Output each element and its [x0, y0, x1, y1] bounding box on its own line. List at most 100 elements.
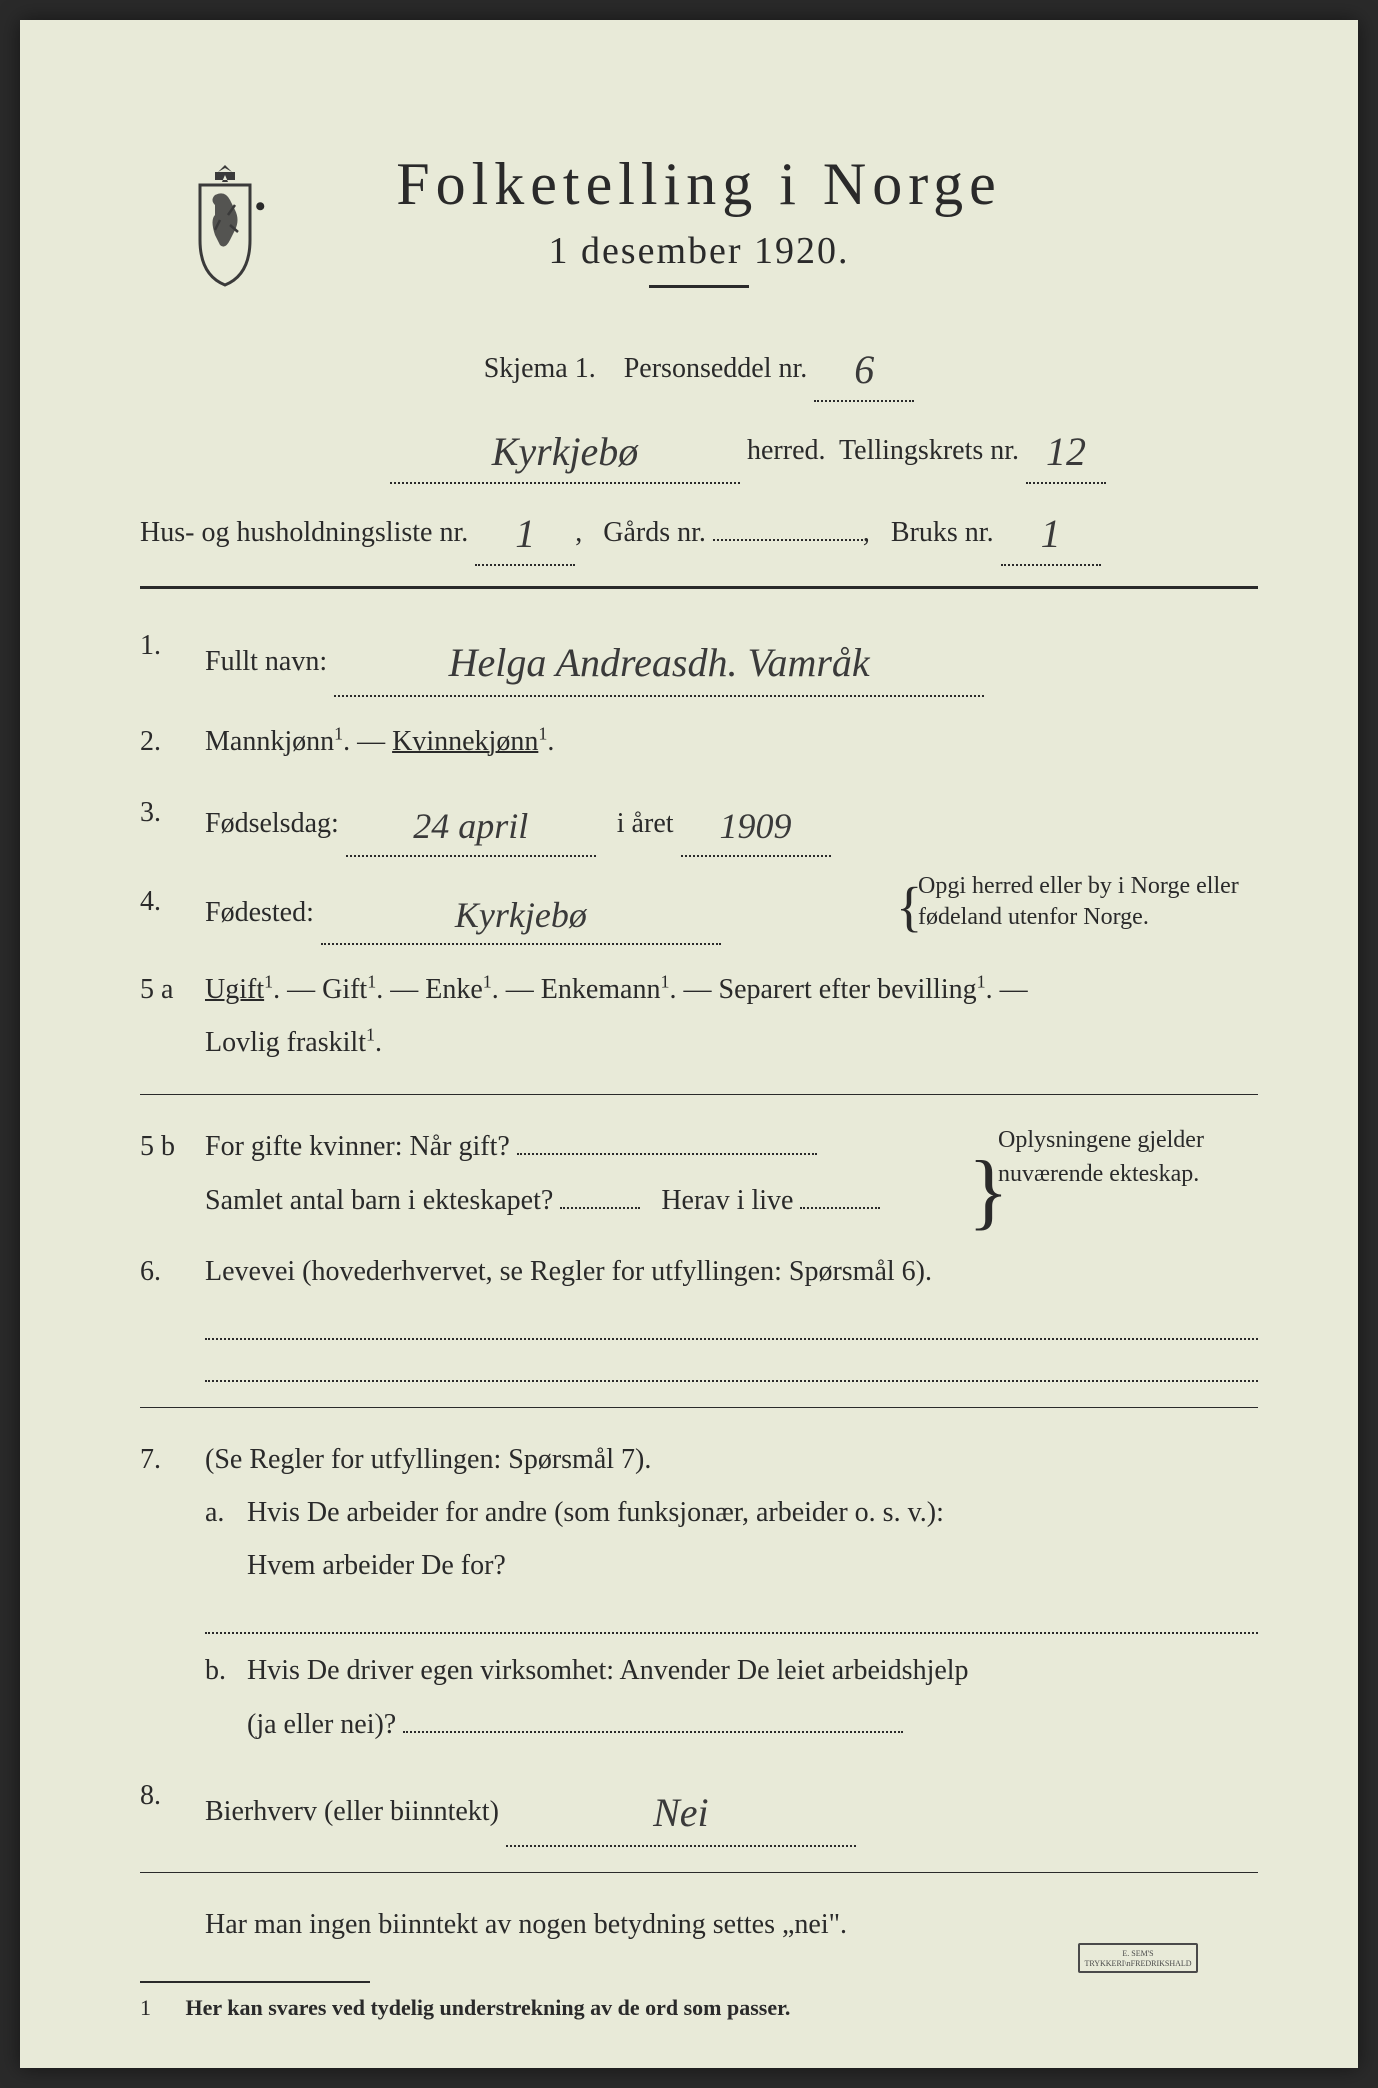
brace-icon-2: }: [968, 1132, 1009, 1251]
footnote-text: Her kan svares ved tydelig understreknin…: [186, 1995, 791, 2020]
form-subtitle: 1 desember 1920.: [140, 229, 1258, 273]
q7b-label2: (ja eller nei)?: [247, 1709, 396, 1740]
q5a-fraskilt: Lovlig fraskilt: [205, 1027, 366, 1058]
hus-nr-field: 1: [475, 492, 575, 566]
divider-top: [140, 586, 1258, 589]
divider-5a: [140, 1094, 1258, 1095]
biinntekt-note-text: Har man ingen biinntekt av nogen betydni…: [205, 1898, 847, 1951]
q3-label: Fødselsdag:: [205, 808, 339, 839]
q5a-row: 5 a Ugift1. — Gift1. — Enke1. — Enkemann…: [140, 963, 1258, 1069]
meta-hus-line: Hus- og husholdningsliste nr. 1, Gårds n…: [140, 492, 1258, 566]
title-underline: [649, 285, 749, 288]
gards-label: Gårds nr.: [603, 517, 706, 548]
q7b-field: [403, 1731, 903, 1733]
form-title: Folketelling i Norge: [140, 150, 1258, 219]
q3-year-label: i året: [617, 808, 674, 839]
q5a-num: 5 a: [140, 963, 205, 1016]
brace-icon: {: [896, 871, 922, 943]
q8-content: Bierhverv (eller biinntekt) Nei: [205, 1769, 1258, 1847]
q6-content: Levevei (hovederhvervet, se Regler for u…: [205, 1245, 1258, 1382]
stamp-text: E. SEM'S TRYKKERI\nFREDRIKSHALD: [1084, 1949, 1191, 1968]
q4-label: Fødested:: [205, 897, 314, 928]
q6-row: 6. Levevei (hovederhvervet, se Regler fo…: [140, 1245, 1258, 1382]
q5b-num: 5 b: [140, 1120, 205, 1173]
q3-day-field: 24 april: [346, 786, 596, 856]
q8-num: 8.: [140, 1769, 205, 1822]
q4-note: { Opgi herred eller by i Norge eller fød…: [918, 871, 1258, 933]
q3-year-field: 1909: [681, 786, 831, 856]
header: • Folketelling i Norge 1 desember 1920.: [140, 150, 1258, 288]
herred-label: herred.: [747, 435, 826, 466]
q7a-label: Hvis De arbeider for andre (som funksjon…: [247, 1497, 944, 1528]
q3-row: 3. Fødselsdag: 24 april i året 1909: [140, 786, 1258, 856]
q7a-label2: Hvem arbeider De for?: [247, 1550, 506, 1581]
q4-note-text: Opgi herred eller by i Norge eller fødel…: [918, 873, 1239, 930]
q3-day: 24 april: [413, 806, 528, 846]
herred-name: Kyrkjebø: [492, 429, 639, 474]
q5a-ugift: Ugift: [205, 974, 264, 1005]
tellingskrets-nr-field: 12: [1026, 410, 1106, 484]
q4-value: Kyrkjebø: [455, 895, 587, 935]
q6-label: Levevei (hovederhvervet, se Regler for u…: [205, 1256, 932, 1287]
q5a-separert: Separert efter bevilling: [719, 974, 977, 1005]
tellingskrets-nr: 12: [1046, 429, 1086, 474]
q6-line2: [205, 1358, 1258, 1382]
footnote-divider: [140, 1981, 370, 1983]
printer-stamp: E. SEM'S TRYKKERI\nFREDRIKSHALD: [1078, 1943, 1198, 1973]
q5b-barn-label: Samlet antal barn i ekteskapet?: [205, 1185, 553, 1216]
q5a-content: Ugift1. — Gift1. — Enke1. — Enkemann1. —…: [205, 963, 1258, 1069]
q2-mann: Mannkjønn: [205, 726, 334, 757]
census-form-page: • Folketelling i Norge 1 desember 1920. …: [20, 20, 1358, 2068]
footnote-section: 1 Her kan svares ved tydelig understrekn…: [140, 1981, 1258, 2021]
q1-row: 1. Fullt navn: Helga Andreasdh. Vamråk: [140, 619, 1258, 697]
q8-row: 8. Bierhverv (eller biinntekt) Nei: [140, 1769, 1258, 1847]
divider-8: [140, 1872, 1258, 1873]
sup-6: 1: [366, 1025, 375, 1045]
skjema-label: Skjema 1.: [484, 353, 596, 384]
q6-num: 6.: [140, 1245, 205, 1298]
q6-line1: [205, 1316, 1258, 1340]
tellingskrets-label: Tellingskrets nr.: [839, 435, 1019, 466]
personseddel-nr: 6: [854, 347, 874, 392]
q4-num: 4.: [140, 875, 205, 928]
q1-num: 1.: [140, 619, 205, 672]
bruks-nr-field: 1: [1001, 492, 1101, 566]
herred-name-field: Kyrkjebø: [390, 410, 740, 484]
q7a-line: [205, 1610, 1258, 1634]
q5b-gift-field: [517, 1153, 817, 1155]
q7-num: 7.: [140, 1433, 205, 1486]
q7-content: (Se Regler for utfyllingen: Spørsmål 7).…: [205, 1433, 1258, 1751]
q2-kvinne: Kvinnekjønn: [392, 726, 538, 757]
q1-value: Helga Andreasdh. Vamråk: [449, 640, 870, 685]
q7a-letter: a.: [205, 1486, 240, 1539]
q3-year: 1909: [720, 806, 792, 846]
meta-skjema-line: Skjema 1. Personseddel nr. 6: [140, 328, 1258, 402]
gards-nr-field: [713, 539, 863, 541]
q5b-row: 5 b For gifte kvinner: Når gift? Samlet …: [140, 1120, 1258, 1226]
sup-5: 1: [977, 972, 986, 992]
q7b-letter: b.: [205, 1644, 240, 1697]
form-card: • Folketelling i Norge 1 desember 1920. …: [140, 150, 1258, 2028]
q1-label: Fullt navn:: [205, 646, 327, 677]
q3-num: 3.: [140, 786, 205, 839]
q5b-live-label: Herav i live: [661, 1185, 793, 1216]
q2-row: 2. Mannkjønn1. — Kvinnekjønn1.: [140, 715, 1258, 768]
q1-value-field: Helga Andreasdh. Vamråk: [334, 619, 984, 697]
footnote-num: 1: [140, 1995, 180, 2021]
q8-value: Nei: [653, 1790, 709, 1835]
meta-herred-line: Kyrkjebø herred. Tellingskrets nr. 12: [140, 410, 1258, 484]
divider-6: [140, 1407, 1258, 1408]
hus-nr: 1: [515, 511, 535, 556]
q5b-live-field: [800, 1207, 880, 1209]
q5a-enke: Enke: [425, 974, 483, 1005]
q5b-barn-field: [560, 1207, 640, 1209]
q7-row: 7. (Se Regler for utfyllingen: Spørsmål …: [140, 1433, 1258, 1751]
q4-value-field: Kyrkjebø: [321, 875, 721, 945]
q5b-note-text: Oplysningene gjelder nuværende ekteskap.: [998, 1127, 1204, 1187]
q2-sup2: 1: [538, 724, 547, 744]
bruks-label: Bruks nr.: [891, 517, 994, 548]
q7b-label: Hvis De driver egen virksomhet: Anvender…: [247, 1655, 969, 1686]
sup-3: 1: [483, 972, 492, 992]
q5b-gift-label: For gifte kvinner: Når gift?: [205, 1131, 510, 1162]
q2-num: 2.: [140, 715, 205, 768]
